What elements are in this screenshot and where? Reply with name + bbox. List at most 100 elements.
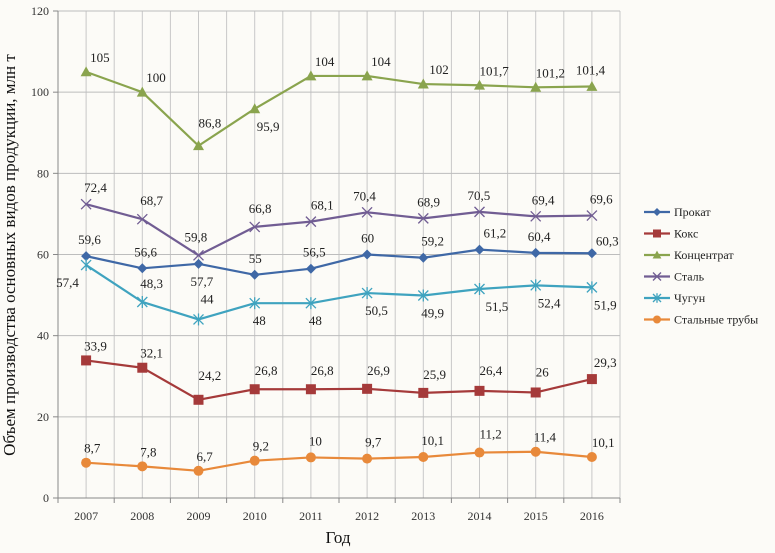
marker-triangle	[136, 86, 148, 97]
data-label: 7,8	[140, 444, 156, 459]
y-axis-title: Объем производства основных видов продук…	[0, 54, 19, 456]
marker-square	[530, 387, 541, 398]
marker-star	[586, 281, 598, 294]
marker-triangle	[530, 81, 542, 92]
data-label: 68,9	[417, 194, 440, 209]
data-label: 26	[536, 364, 550, 379]
marker-stroke	[361, 206, 373, 218]
data-label: 66,8	[249, 201, 272, 216]
marker-x	[249, 221, 261, 233]
data-label: 69,4	[532, 192, 555, 207]
data-label: 51,5	[486, 299, 509, 314]
marker-circle	[474, 447, 485, 458]
legend-label: Сталь	[674, 270, 705, 284]
legend-label: Чугун	[674, 291, 706, 305]
data-label: 68,1	[311, 198, 334, 213]
data-label: 101,4	[576, 62, 606, 77]
data-label: 101,7	[480, 63, 510, 78]
data-label: 44	[201, 291, 215, 306]
series-line	[85, 203, 592, 257]
series-Чугун	[80, 259, 598, 326]
data-label: 70,5	[468, 188, 491, 203]
data-label: 70,4	[353, 188, 376, 203]
marker-stroke	[249, 221, 261, 233]
marker-diamond	[362, 249, 373, 260]
y-tick-label: 100	[31, 85, 49, 99]
marker-triangle	[193, 140, 204, 151]
marker-square	[418, 387, 429, 398]
marker-circle	[81, 457, 92, 468]
marker-stroke	[193, 249, 204, 261]
x-axis-title: Год	[326, 528, 351, 547]
marker-star	[652, 293, 662, 303]
data-label: 51,9	[594, 297, 617, 312]
grid	[57, 10, 621, 499]
marker-stroke	[652, 272, 662, 281]
series-Кокс	[81, 355, 597, 405]
data-label: 68,7	[140, 193, 163, 208]
y-tick-label: 20	[37, 410, 49, 424]
marker-square	[193, 394, 204, 405]
data-label: 52,4	[538, 295, 561, 310]
data-label: 10,1	[592, 435, 615, 450]
data-label: 48	[253, 313, 266, 328]
marker-square	[586, 374, 597, 385]
x-tick-label: 2008	[130, 509, 154, 523]
marker-square	[362, 383, 373, 394]
y-tick-label: 60	[37, 248, 49, 262]
data-label: 32,1	[140, 346, 163, 361]
data-label: 9,7	[365, 435, 382, 450]
marker-diamond	[249, 269, 260, 280]
data-label: 26,8	[311, 363, 334, 378]
marker-star	[417, 289, 429, 302]
marker-diamond	[81, 251, 92, 262]
marker-diamond	[586, 248, 597, 259]
marker-x	[417, 212, 429, 224]
data-label: 60,3	[596, 233, 619, 248]
data-label: 57,7	[191, 274, 214, 289]
data-label: 11,2	[480, 427, 502, 442]
y-tick-label: 120	[31, 4, 49, 18]
marker-x	[586, 210, 598, 221]
data-label: 24,2	[199, 368, 222, 383]
marker-diamond	[418, 252, 429, 263]
series-line	[85, 248, 592, 276]
data-label: 95,9	[257, 119, 280, 134]
marker-x	[80, 198, 92, 210]
legend-item: Стальные трубы	[644, 313, 758, 327]
marker-square	[137, 362, 148, 373]
marker-x	[474, 206, 485, 218]
series-line	[85, 70, 592, 147]
data-label: 86,8	[199, 116, 222, 131]
data-label: 10	[309, 433, 322, 448]
series-line	[86, 450, 593, 472]
marker-stroke	[417, 212, 429, 224]
data-label: 55	[249, 251, 262, 266]
marker-x	[530, 210, 542, 222]
marker-star	[80, 259, 92, 272]
marker-diamond	[653, 208, 661, 216]
legend-label: Концентрат	[674, 248, 734, 262]
marker-stroke	[530, 210, 542, 222]
x-tick-label: 2014	[468, 509, 492, 523]
data-label: 25,9	[423, 367, 446, 382]
data-labels: 59,6 56,6 57,7 55 56,5 60 59,2 61,2 60,4 60,3 33,9…	[56, 50, 619, 464]
marker-diamond	[137, 263, 148, 274]
data-label: 11,4	[534, 430, 557, 445]
marker-square	[474, 385, 485, 396]
marker-triangle	[361, 70, 373, 81]
series-Концентрат	[80, 66, 598, 151]
legend-label: Кокс	[674, 227, 698, 241]
data-label: 101,2	[536, 65, 565, 80]
legend-item: Прокат	[644, 205, 711, 219]
legend-item: Концентрат	[644, 248, 734, 262]
data-label: 60	[361, 231, 374, 246]
marker-x	[136, 213, 148, 225]
marker-triangle	[249, 103, 261, 114]
data-label: 104	[315, 54, 335, 69]
marker-triangle	[80, 66, 92, 77]
marker-circle	[653, 315, 661, 324]
data-label: 8,7	[84, 441, 101, 456]
marker-square	[81, 355, 92, 366]
marker-x	[193, 249, 204, 261]
